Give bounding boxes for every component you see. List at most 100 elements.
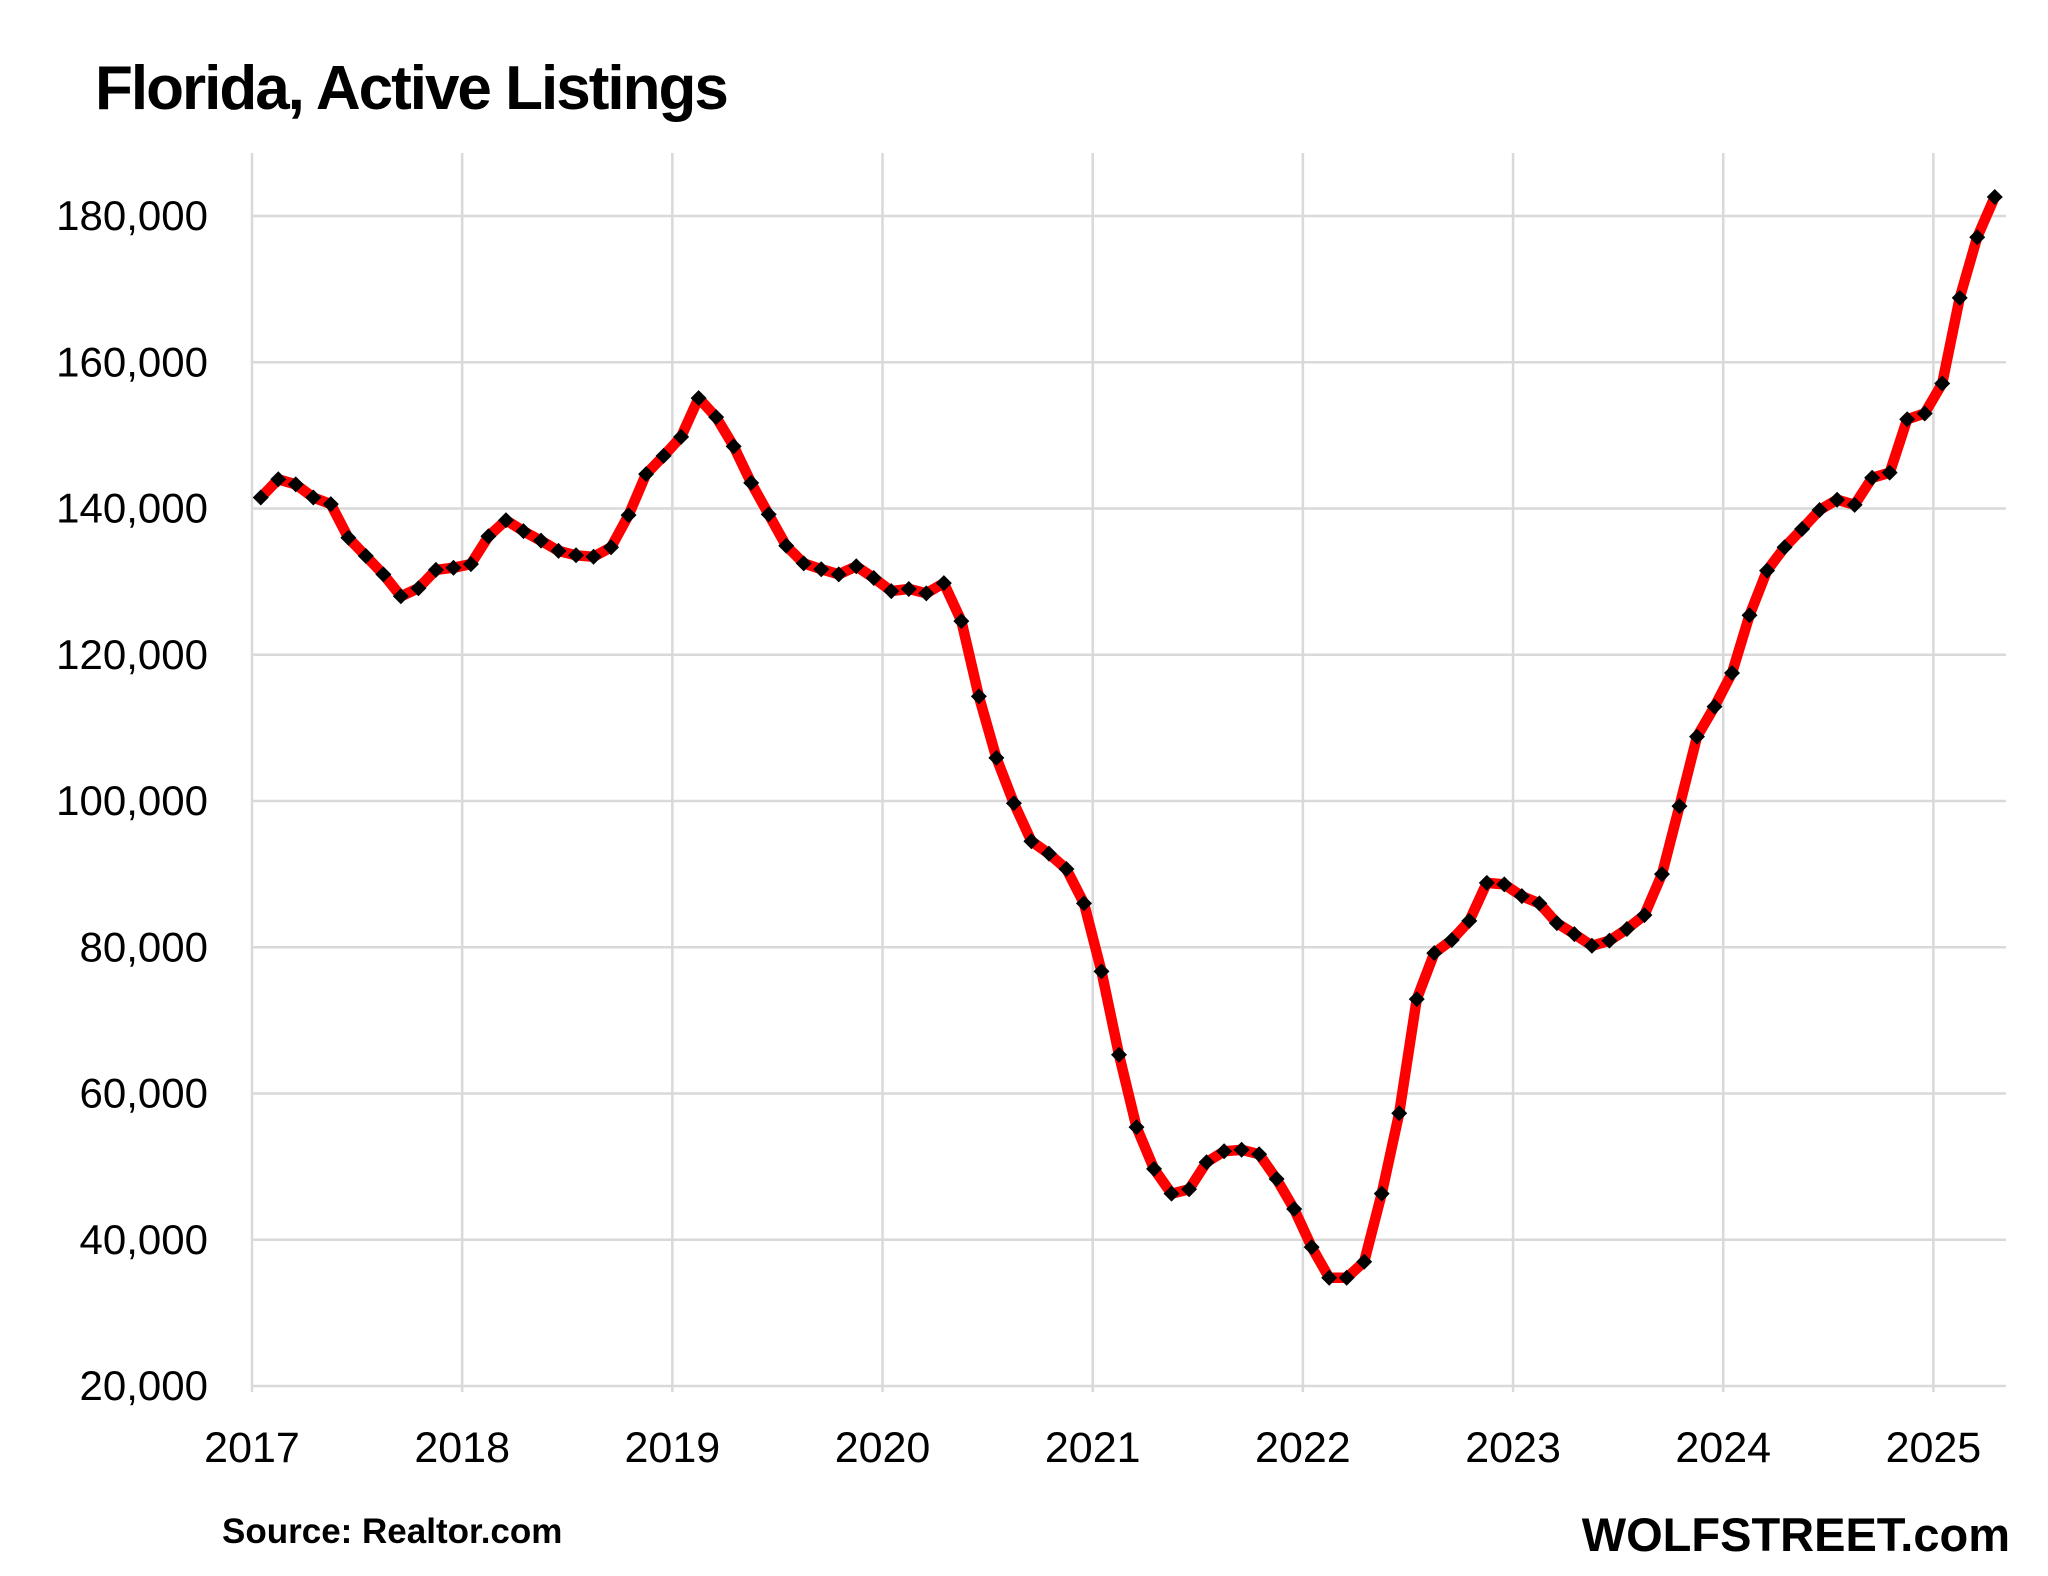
chart-title: Florida, Active Listings <box>95 54 729 123</box>
data-point-marker <box>1636 907 1653 924</box>
data-point-marker <box>252 489 269 506</box>
y-tick-label: 140,000 <box>56 485 208 532</box>
y-tick-label: 60,000 <box>80 1070 208 1117</box>
data-point-marker <box>1356 1253 1373 1270</box>
x-tick-label: 2022 <box>1255 1424 1351 1472</box>
data-point-marker <box>1146 1160 1163 1177</box>
data-point-marker <box>1110 1046 1127 1063</box>
data-point-marker <box>970 688 987 705</box>
data-point-marker <box>1794 520 1811 537</box>
data-point-marker <box>865 569 882 586</box>
source-note: Source: Realtor.com <box>222 1512 563 1551</box>
data-point-marker <box>1671 798 1688 815</box>
data-point-marker <box>1496 876 1513 893</box>
x-tick-label: 2025 <box>1886 1424 1982 1472</box>
data-point-marker <box>1005 795 1022 812</box>
data-point-marker <box>743 474 760 491</box>
data-point-marker <box>322 496 339 513</box>
data-point-marker <box>1303 1239 1320 1256</box>
data-point-marker <box>532 532 549 549</box>
data-point-marker <box>1706 698 1723 715</box>
data-point-marker <box>1548 915 1565 932</box>
data-point-marker <box>953 613 970 630</box>
data-point-marker <box>270 471 287 488</box>
data-point-marker <box>1951 289 1968 306</box>
data-point-marker <box>1759 562 1776 579</box>
data-point-marker <box>410 580 427 597</box>
data-point-marker <box>357 548 374 565</box>
data-point-marker <box>918 585 935 602</box>
data-point-marker <box>1075 895 1092 912</box>
data-point-marker <box>445 559 462 576</box>
data-point-marker <box>1023 833 1040 850</box>
y-tick-label: 120,000 <box>56 631 208 678</box>
data-point-marker <box>1198 1154 1215 1171</box>
data-point-marker <box>375 566 392 583</box>
data-point-marker <box>1881 464 1898 481</box>
data-point-marker <box>848 558 865 575</box>
data-point-marker <box>1513 888 1530 905</box>
data-point-marker <box>1916 405 1933 422</box>
data-point-marker <box>1286 1201 1303 1218</box>
data-point-marker <box>1251 1146 1268 1163</box>
data-point-marker <box>690 390 707 407</box>
data-point-marker <box>1776 539 1793 556</box>
data-point-marker <box>655 447 672 464</box>
data-point-marker <box>1566 926 1583 943</box>
data-point-marker <box>1741 607 1758 624</box>
data-point-marker <box>1338 1269 1355 1286</box>
data-point-marker <box>287 476 304 493</box>
brand-logo-text: WOLFSTREET.com <box>1581 1508 2010 1561</box>
data-point-marker <box>900 580 917 597</box>
x-tick-label: 2017 <box>204 1424 300 1472</box>
data-point-marker <box>1583 937 1600 954</box>
y-tick-label: 20,000 <box>80 1362 208 1409</box>
data-point-marker <box>830 566 847 583</box>
data-point-marker <box>1846 496 1863 513</box>
data-point-marker <box>1969 229 1986 246</box>
data-point-marker <box>1618 920 1635 937</box>
data-point-marker <box>1181 1181 1198 1198</box>
data-point-marker <box>1128 1119 1145 1136</box>
data-point-marker <box>1163 1185 1180 1202</box>
data-point-marker <box>1653 866 1670 883</box>
data-point-marker <box>1899 411 1916 428</box>
data-point-marker <box>620 507 637 524</box>
active-listings-line <box>255 191 2000 1284</box>
x-tick-label: 2020 <box>835 1424 931 1472</box>
data-point-marker <box>1321 1269 1338 1286</box>
data-point-marker <box>1811 501 1828 518</box>
x-tick-label: 2024 <box>1675 1424 1771 1472</box>
data-point-marker <box>1724 665 1741 682</box>
data-point-marker <box>795 555 812 572</box>
data-point-marker <box>725 438 742 455</box>
data-point-marker <box>1093 963 1110 980</box>
y-tick-label: 160,000 <box>56 338 208 385</box>
x-tick-label: 2018 <box>414 1424 510 1472</box>
data-point-marker <box>1461 912 1478 929</box>
data-point-marker <box>1373 1185 1390 1202</box>
x-tick-label: 2023 <box>1465 1424 1561 1472</box>
data-point-marker <box>1408 991 1425 1008</box>
data-point-marker <box>1040 845 1057 862</box>
data-point-marker <box>1058 861 1075 878</box>
data-point-marker <box>1829 491 1846 508</box>
data-point-marker <box>883 583 900 600</box>
data-point-marker <box>568 547 585 564</box>
data-point-marker <box>1443 931 1460 948</box>
data-point-marker <box>1268 1171 1285 1188</box>
data-point-marker <box>673 428 690 445</box>
data-point-marker <box>1391 1105 1408 1122</box>
data-point-marker <box>988 749 1005 766</box>
data-point-marker <box>427 561 444 578</box>
data-point-marker <box>603 539 620 556</box>
data-point-marker <box>462 556 479 573</box>
data-point-marker <box>497 512 514 529</box>
data-point-marker <box>1233 1141 1250 1158</box>
data-point-marker <box>585 548 602 565</box>
data-point-marker <box>340 529 357 546</box>
data-point-marker <box>1426 945 1443 962</box>
data-point-marker <box>1934 375 1951 392</box>
